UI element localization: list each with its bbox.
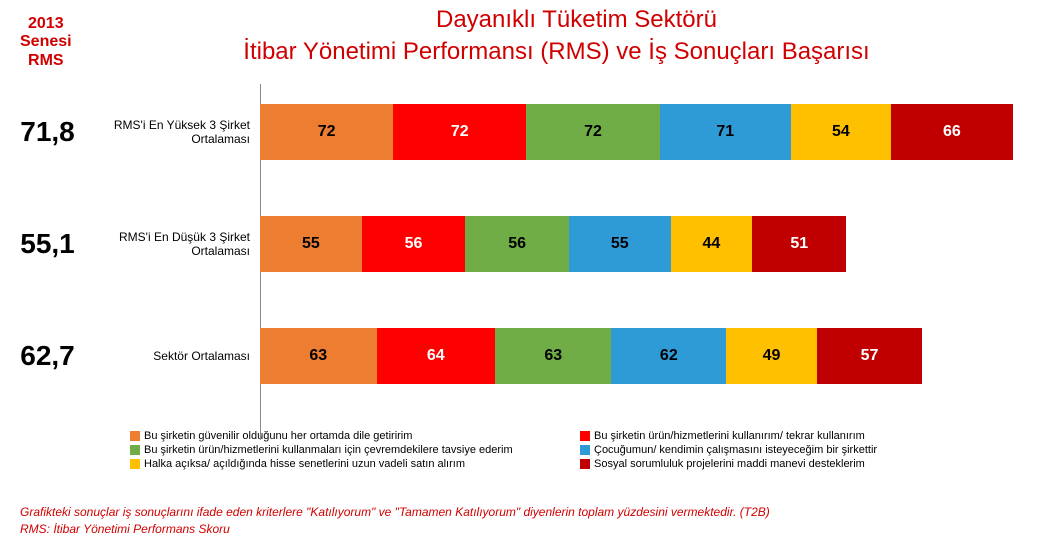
chart-row: 55,1RMS'i En Düşük 3 Şirket Ortalaması55… (0, 202, 1053, 286)
legend-swatch (580, 459, 590, 469)
bar-segment: 56 (465, 216, 569, 272)
year-badge-l3: RMS (20, 52, 72, 70)
bar-segment: 72 (393, 104, 526, 160)
row-label: Sektör Ortalaması (95, 349, 260, 363)
bar-segment: 72 (260, 104, 393, 160)
bar-segment: 72 (526, 104, 659, 160)
row-label: RMS'i En Yüksek 3 Şirket Ortalaması (95, 118, 260, 147)
bar-segment: 55 (260, 216, 362, 272)
bar-group: 636463624957 (260, 328, 922, 384)
legend-swatch (130, 431, 140, 441)
chart-row: 62,7Sektör Ortalaması636463624957 (0, 314, 1053, 398)
legend-item: Bu şirketin güvenilir olduğunu her ortam… (130, 430, 580, 442)
bar-segment: 56 (362, 216, 466, 272)
row-score: 62,7 (0, 340, 95, 372)
legend-item: Bu şirketin ürün/hizmetlerini kullanmala… (130, 444, 580, 456)
legend-label: Halka açıksa/ açıldığında hisse senetler… (144, 458, 465, 470)
year-badge-l2: Senesi (20, 33, 72, 51)
legend-swatch (580, 431, 590, 441)
bar-segment: 55 (569, 216, 671, 272)
legend-label: Sosyal sorumluluk projelerini maddi mane… (594, 458, 865, 470)
footnote-1: Grafikteki sonuçlar iş sonuçlarını ifade… (20, 505, 770, 519)
bar-segment: 49 (726, 328, 817, 384)
bar-segment: 57 (817, 328, 922, 384)
legend-item: Bu şirketin ürün/hizmetlerini kullanırım… (580, 430, 1030, 442)
legend-item: Çocuğumun/ kendimin çalışmasını isteyece… (580, 444, 1030, 456)
chart-row: 71,8RMS'i En Yüksek 3 Şirket Ortalaması7… (0, 90, 1053, 174)
bar-segment: 54 (791, 104, 891, 160)
legend-label: Bu şirketin güvenilir olduğunu her ortam… (144, 430, 412, 442)
chart-title-l1: Dayanıklı Tüketim Sektörü (100, 0, 1053, 34)
bar-segment: 44 (671, 216, 752, 272)
year-badge: 2013 Senesi RMS (20, 15, 72, 70)
row-score: 55,1 (0, 228, 95, 260)
legend-item: Halka açıksa/ açıldığında hisse senetler… (130, 458, 580, 470)
bar-segment: 66 (891, 104, 1013, 160)
legend-swatch (580, 445, 590, 455)
row-label: RMS'i En Düşük 3 Şirket Ortalaması (95, 230, 260, 259)
legend-swatch (130, 445, 140, 455)
legend-label: Çocuğumun/ kendimin çalışmasını isteyece… (594, 444, 877, 456)
bar-segment: 51 (752, 216, 846, 272)
legend-item: Sosyal sorumluluk projelerini maddi mane… (580, 458, 1030, 470)
bar-segment: 64 (377, 328, 495, 384)
bar-segment: 63 (495, 328, 612, 384)
bar-segment: 63 (260, 328, 377, 384)
row-score: 71,8 (0, 116, 95, 148)
chart-area: 71,8RMS'i En Yüksek 3 Şirket Ortalaması7… (0, 90, 1053, 426)
bar-segment: 71 (660, 104, 791, 160)
legend-label: Bu şirketin ürün/hizmetlerini kullanırım… (594, 430, 865, 442)
bar-segment: 62 (611, 328, 726, 384)
legend-swatch (130, 459, 140, 469)
bar-group: 555656554451 (260, 216, 846, 272)
footnote-2: RMS: İtibar Yönetimi Performans Skoru (20, 522, 230, 536)
chart-title-l2: İtibar Yönetimi Performansı (RMS) ve İş … (60, 34, 1053, 66)
chart-legend: Bu şirketin güvenilir olduğunu her ortam… (130, 430, 1030, 472)
bar-group: 727272715466 (260, 104, 1013, 160)
legend-label: Bu şirketin ürün/hizmetlerini kullanmala… (144, 444, 513, 456)
year-badge-l1: 2013 (20, 15, 72, 33)
